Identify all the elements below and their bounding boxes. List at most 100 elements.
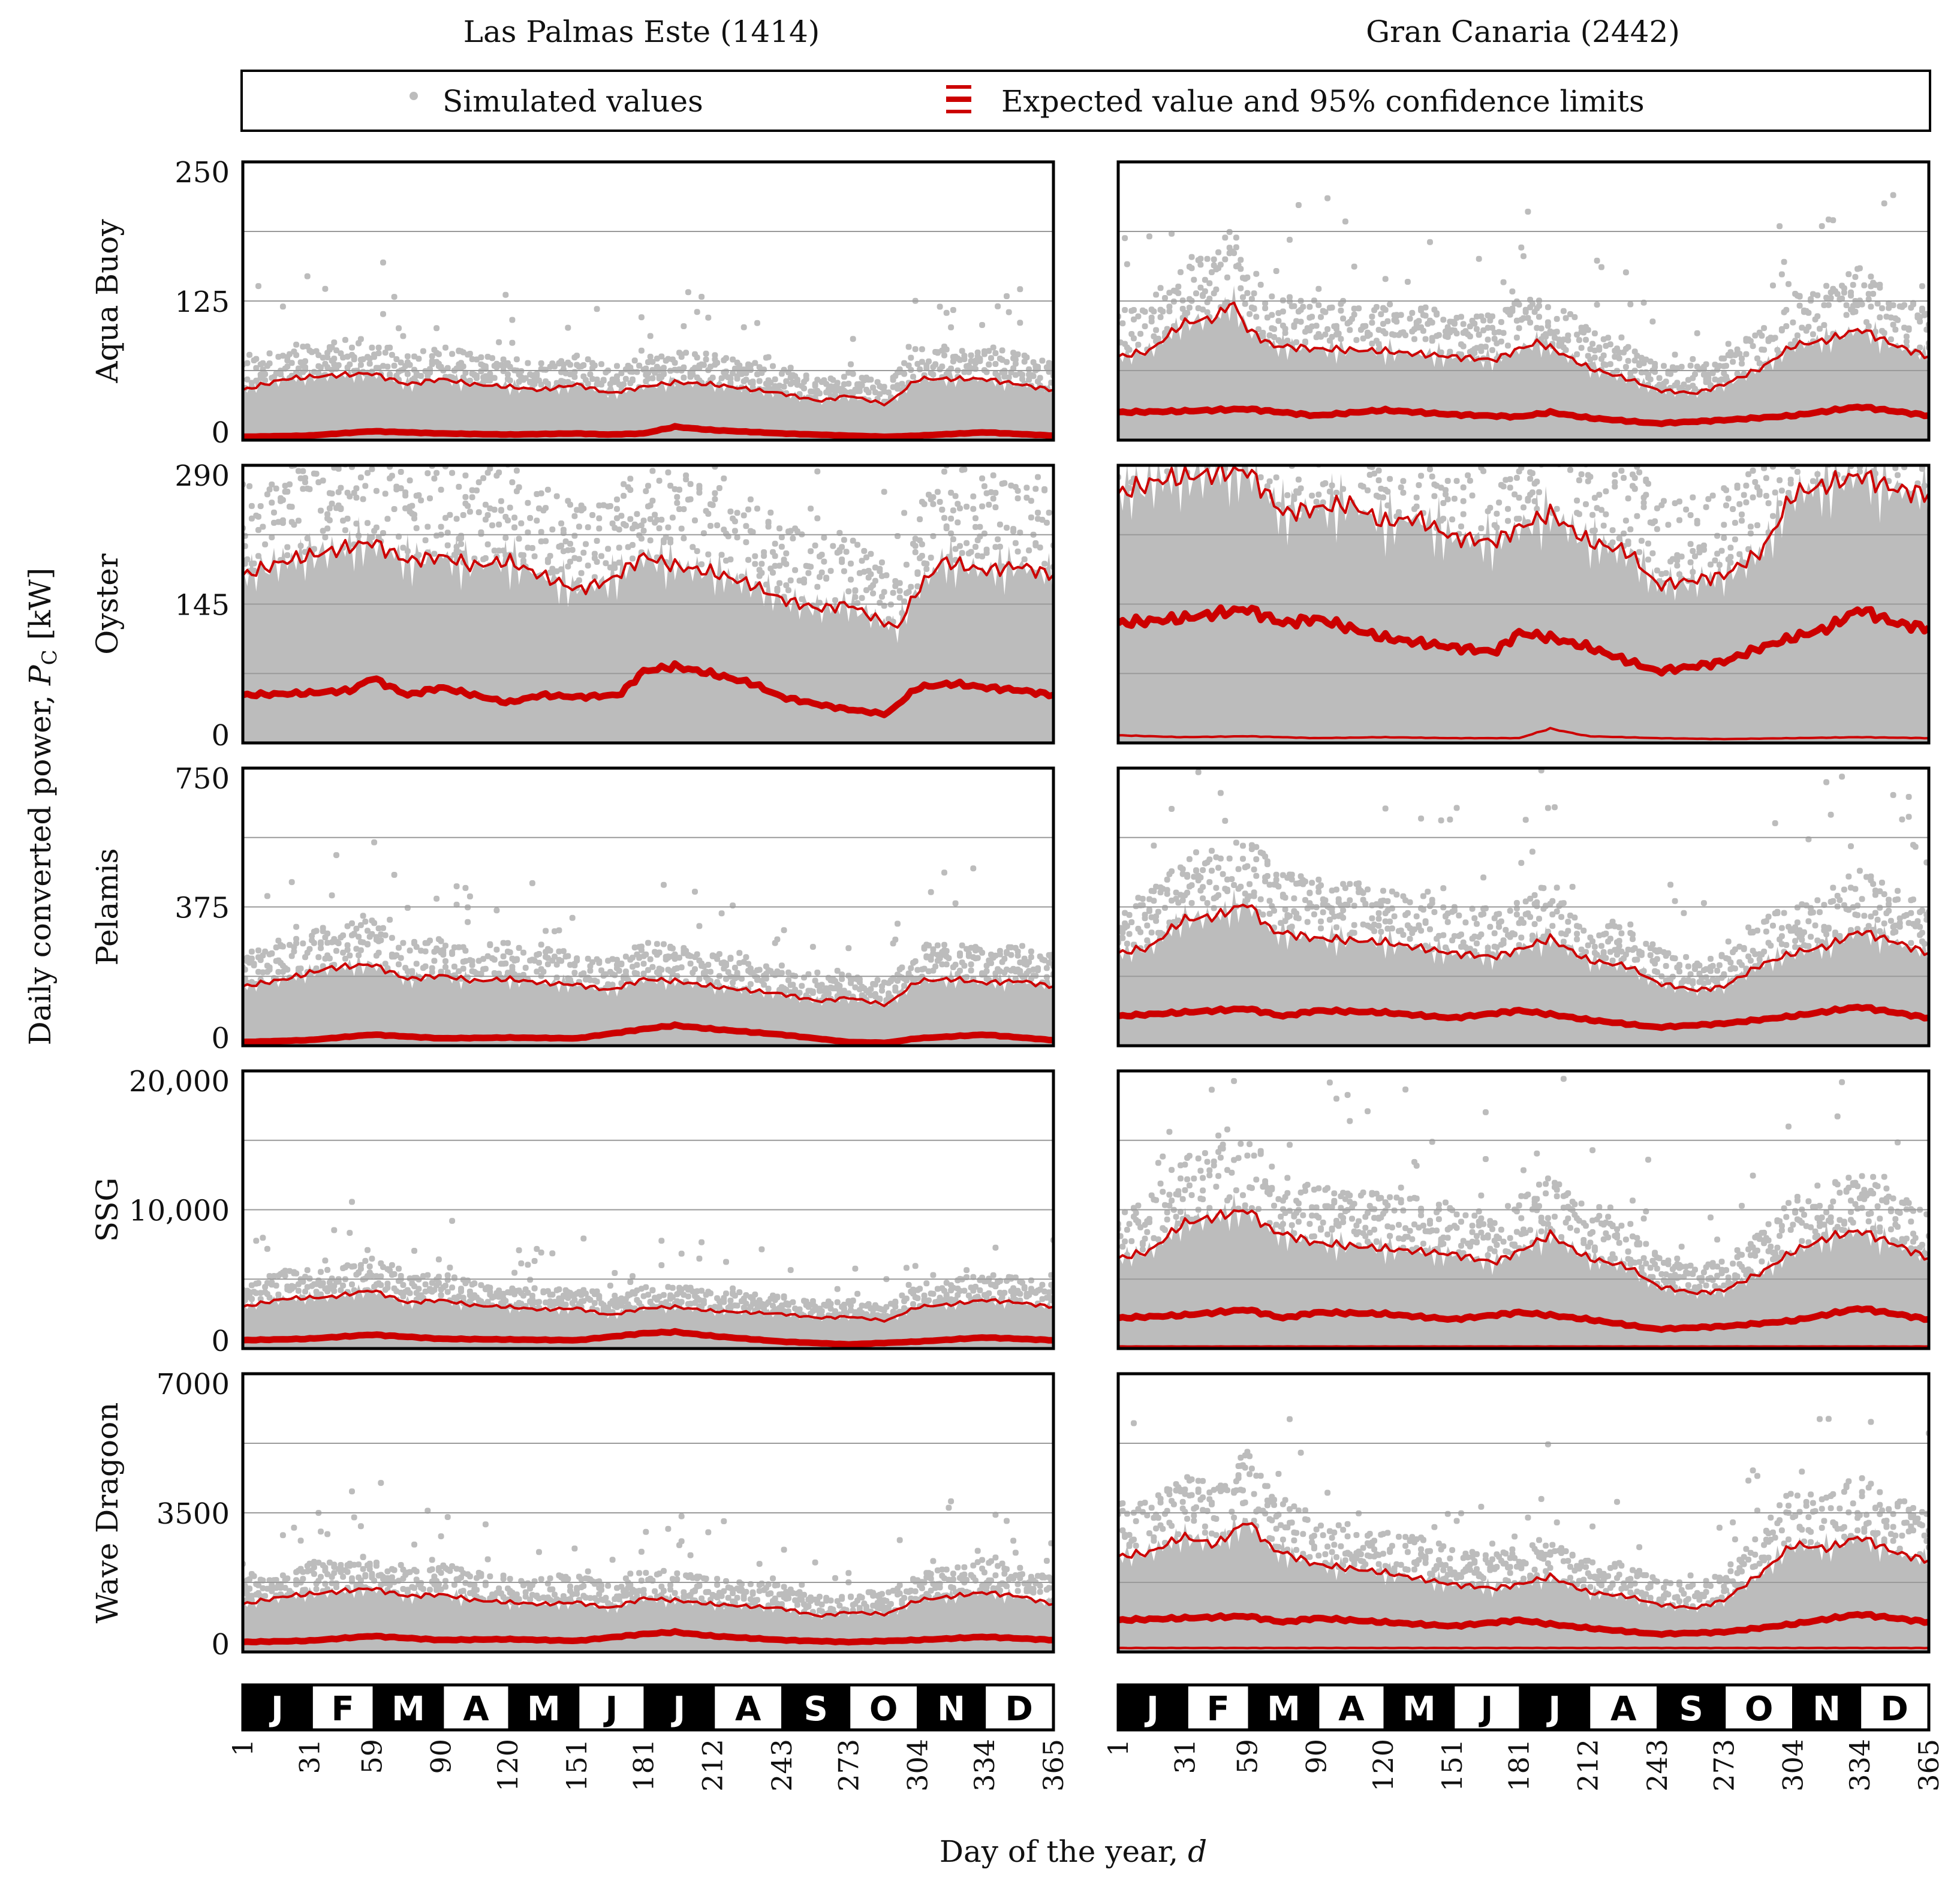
simulated-point (387, 344, 393, 351)
simulated-point (507, 949, 513, 956)
simulated-point (418, 497, 424, 504)
simulated-point (1531, 892, 1538, 898)
simulated-point (1783, 323, 1790, 329)
simulated-point (821, 558, 827, 565)
simulated-point (1297, 318, 1304, 325)
simulated-point (961, 356, 968, 362)
simulated-point (342, 955, 348, 962)
simulated-point (1634, 956, 1640, 963)
simulated-point (543, 928, 549, 934)
simulated-point (1215, 249, 1222, 255)
y-tick-label: 375 (174, 892, 230, 925)
simulated-point (1148, 318, 1155, 325)
simulated-point (266, 360, 273, 367)
simulated-point (1708, 956, 1714, 962)
simulated-point (845, 945, 852, 952)
simulated-point (576, 577, 582, 583)
simulated-point (1754, 522, 1760, 528)
simulated-point (1522, 817, 1529, 823)
simulated-point (322, 534, 329, 541)
simulated-point (731, 964, 738, 971)
simulated-point (1026, 377, 1032, 383)
simulated-point (1375, 916, 1382, 922)
simulated-point (469, 494, 475, 501)
simulated-point (1380, 494, 1386, 501)
simulated-point (1041, 486, 1048, 492)
simulated-point (531, 381, 538, 387)
simulated-point (384, 1284, 391, 1291)
simulated-point (1521, 504, 1527, 511)
simulated-point (253, 1290, 260, 1296)
simulated-point (714, 956, 721, 962)
simulated-point (320, 354, 326, 361)
simulated-point (1480, 468, 1487, 474)
simulated-point (1879, 880, 1885, 886)
simulated-point (1903, 338, 1910, 345)
simulated-point (1382, 918, 1389, 925)
simulated-point (647, 537, 654, 544)
simulated-point (1224, 274, 1230, 281)
simulated-point (1188, 900, 1195, 906)
simulated-point (329, 344, 335, 350)
simulated-point (1318, 882, 1324, 889)
simulated-point (1732, 946, 1738, 953)
simulated-point (398, 458, 404, 464)
simulated-point (1512, 931, 1518, 938)
simulated-point (342, 336, 348, 343)
simulated-point (640, 517, 647, 524)
simulated-point (1474, 326, 1480, 332)
simulated-point (474, 487, 480, 493)
simulated-point (765, 520, 772, 526)
legend: Simulated values Expected value and 95% … (240, 70, 1931, 132)
simulated-point (344, 516, 351, 522)
simulated-point (1643, 941, 1649, 947)
row-label-aqua-buoy: Aqua Buoy (90, 219, 125, 384)
simulated-point (369, 1256, 375, 1262)
simulated-point (1725, 938, 1732, 945)
simulated-point (1416, 482, 1422, 489)
simulated-point (460, 1295, 466, 1301)
simulated-point (1284, 492, 1291, 498)
simulated-point (1142, 308, 1148, 315)
simulated-point (509, 317, 516, 323)
simulated-point (1164, 877, 1170, 883)
simulated-point (1217, 261, 1224, 268)
simulated-point (1275, 318, 1282, 324)
simulated-point (941, 514, 947, 521)
simulated-point (658, 967, 665, 973)
simulated-point (1854, 926, 1861, 932)
simulated-point (1525, 497, 1531, 504)
simulated-point (326, 505, 333, 511)
simulated-point (1834, 291, 1841, 297)
simulated-point (1041, 1288, 1048, 1295)
simulated-point (302, 479, 308, 486)
simulated-point (1200, 306, 1206, 313)
simulated-point (1375, 347, 1382, 353)
simulated-point (1683, 954, 1690, 961)
simulated-point (418, 373, 424, 379)
simulated-point (1825, 302, 1832, 308)
simulated-point (493, 907, 500, 914)
simulated-point (805, 570, 812, 576)
simulated-point (1892, 326, 1899, 333)
simulated-point (416, 552, 422, 558)
simulated-point (1444, 324, 1451, 330)
simulated-point (1017, 320, 1023, 326)
simulated-point (1908, 910, 1914, 916)
simulated-point (1661, 498, 1667, 504)
simulated-point (1553, 329, 1560, 335)
simulated-point (556, 927, 562, 934)
simulated-point (529, 1296, 535, 1302)
simulated-point (1275, 501, 1282, 508)
simulated-point (502, 552, 509, 558)
simulated-point (1175, 284, 1182, 290)
simulated-point (264, 491, 270, 498)
plot-frame (1116, 464, 1931, 745)
simulated-point (621, 481, 627, 487)
simulated-point (743, 954, 749, 961)
simulated-point (1431, 493, 1438, 499)
simulated-point (357, 336, 364, 342)
simulated-point (892, 937, 899, 943)
simulated-point (614, 956, 620, 963)
simulated-point (843, 1310, 850, 1316)
